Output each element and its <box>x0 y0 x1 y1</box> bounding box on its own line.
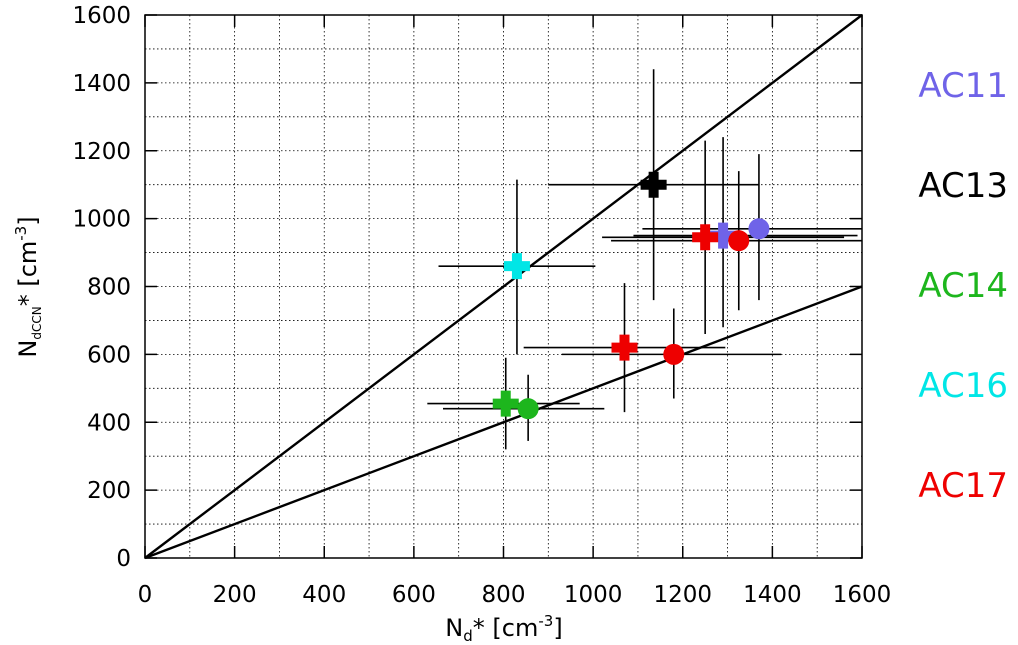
x-tick-label: 0 <box>138 582 153 608</box>
plus-marker <box>640 171 667 198</box>
y-tick-label: 1600 <box>72 3 131 29</box>
plus-marker <box>611 334 638 361</box>
circle-marker <box>748 218 770 240</box>
legend-entry: AC17 <box>918 466 1008 506</box>
y-tick-label: 0 <box>116 546 131 572</box>
plus-marker <box>710 222 737 249</box>
circle-marker <box>663 343 685 365</box>
x-tick-label: 1200 <box>653 582 712 608</box>
axes: 0 200 400 600 800 1000 1200 1400 1600 0 200 400 600 8… <box>72 3 891 608</box>
y-tick-label: 800 <box>87 275 131 301</box>
x-tick-label: 800 <box>482 582 526 608</box>
plus-marker <box>492 390 519 417</box>
plus-marker <box>692 224 719 251</box>
x-tick-label: 400 <box>302 582 346 608</box>
error-bars <box>427 69 862 450</box>
legend-entry: AC14 <box>918 266 1008 306</box>
y-axis-label: NdCCN* [cm-3] <box>12 216 44 357</box>
legend: AC11 AC13 AC14 AC16 AC17 <box>918 66 1008 506</box>
circle-marker <box>517 398 539 420</box>
legend-entry: AC11 <box>918 66 1008 106</box>
reference-line <box>144 285 863 560</box>
x-tick-label: 1600 <box>833 582 892 608</box>
y-tick-label: 400 <box>87 410 131 436</box>
data-markers <box>492 171 770 420</box>
plus-marker <box>503 253 530 280</box>
x-tick-label: 600 <box>392 582 436 608</box>
x-tick-label: 1000 <box>564 582 623 608</box>
reference-line <box>144 14 863 559</box>
reference-lines <box>144 14 863 560</box>
circle-marker <box>728 230 750 252</box>
x-tick-label: 1400 <box>743 582 802 608</box>
y-tick-label: 1400 <box>72 71 131 97</box>
y-tick-label: 1200 <box>72 139 131 165</box>
legend-entry: AC13 <box>918 166 1008 206</box>
y-tick-label: 1000 <box>72 207 131 233</box>
legend-entry: AC16 <box>918 366 1008 406</box>
x-tick-label: 200 <box>213 582 257 608</box>
y-tick-label: 600 <box>87 342 131 368</box>
x-axis-label: Nd* [cm-3] <box>445 612 562 645</box>
y-tick-label: 200 <box>87 478 131 504</box>
